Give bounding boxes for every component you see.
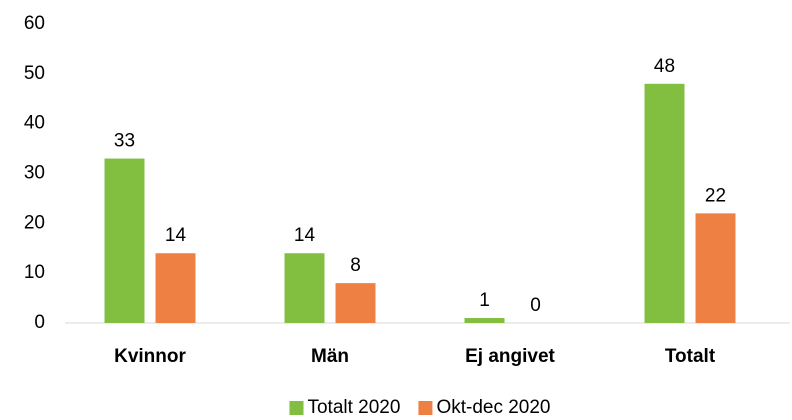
data-label: 14 xyxy=(165,225,187,246)
x-tick-label: Män xyxy=(311,346,349,367)
y-tick-label: 40 xyxy=(24,113,45,134)
data-label: 1 xyxy=(479,290,490,311)
legend-label: Okt-dec 2020 xyxy=(436,397,550,418)
bar xyxy=(155,253,196,323)
y-tick-label: 10 xyxy=(24,262,45,283)
legend-swatch xyxy=(289,401,304,415)
bar xyxy=(464,318,505,323)
legend-label: Totalt 2020 xyxy=(307,397,400,418)
data-label: 14 xyxy=(294,225,316,246)
bar xyxy=(695,213,736,323)
data-label: 33 xyxy=(114,131,135,152)
data-label: 0 xyxy=(530,295,541,316)
y-tick-label: 20 xyxy=(24,212,45,233)
bar xyxy=(104,158,145,323)
data-label: 48 xyxy=(654,56,675,77)
y-tick-label: 50 xyxy=(24,63,45,84)
x-tick-label: Totalt xyxy=(665,346,716,367)
y-tick-label: 60 xyxy=(24,13,45,34)
legend-swatch xyxy=(418,401,433,415)
y-tick-label: 30 xyxy=(24,163,45,184)
bar xyxy=(644,83,685,323)
bar xyxy=(335,283,376,323)
x-tick-label: Kvinnor xyxy=(114,346,186,367)
x-tick-label: Ej angivet xyxy=(465,346,555,367)
data-label: 8 xyxy=(350,255,361,276)
bar xyxy=(284,253,325,323)
data-label: 22 xyxy=(705,185,726,206)
y-tick-label: 0 xyxy=(34,312,45,333)
